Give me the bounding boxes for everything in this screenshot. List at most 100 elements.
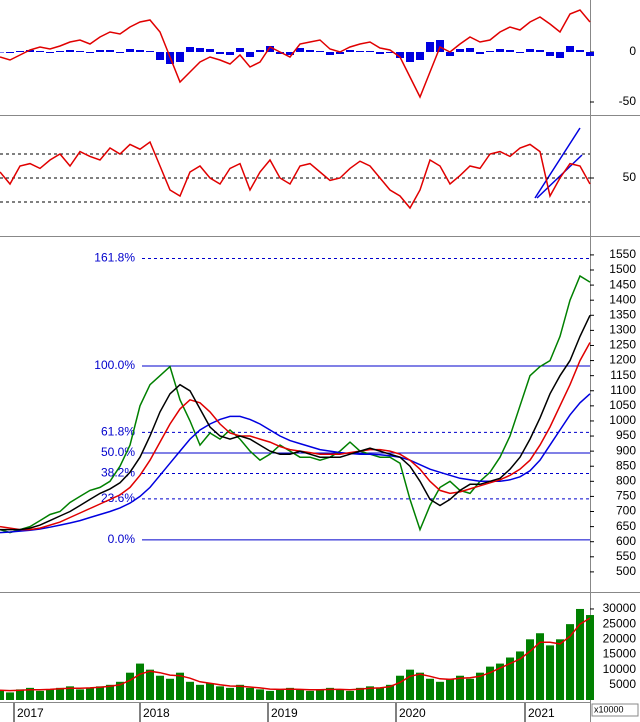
bar	[66, 50, 74, 52]
bar	[446, 52, 454, 56]
bar	[86, 687, 94, 700]
bar	[96, 50, 104, 52]
bar	[176, 672, 184, 700]
x-tick-label: 2018	[143, 706, 170, 720]
bar	[496, 49, 504, 52]
trend-line	[536, 154, 583, 199]
bar	[536, 633, 544, 700]
bar	[436, 40, 444, 52]
x-tick-label: 2021	[528, 706, 555, 720]
bar	[476, 672, 484, 700]
fib-label: 0.0%	[108, 532, 136, 546]
bar	[406, 669, 414, 700]
bar	[576, 608, 584, 700]
bar	[506, 657, 514, 700]
bar	[246, 52, 254, 57]
y-tick-label: 650	[616, 519, 636, 533]
bar	[416, 672, 424, 700]
bar	[576, 50, 584, 52]
y-tick-label: 1400	[609, 292, 636, 306]
bar	[556, 639, 564, 700]
bar	[86, 52, 94, 53]
bar	[256, 689, 264, 700]
bar	[216, 52, 224, 54]
bar	[26, 687, 34, 700]
bar	[6, 52, 14, 53]
bar	[316, 689, 324, 700]
bar	[566, 46, 574, 52]
bar	[486, 666, 494, 700]
y-tick-label: 1300	[609, 323, 636, 337]
bar	[566, 624, 574, 700]
bar	[136, 50, 144, 52]
bar	[396, 675, 404, 700]
bar	[366, 686, 374, 700]
y-tick-label: 700	[616, 504, 636, 518]
bar	[286, 687, 294, 700]
bar	[126, 672, 134, 700]
y-tick-label: 5000	[609, 677, 636, 691]
y-tick-label: 950	[616, 428, 636, 442]
y-tick-label: 850	[616, 458, 636, 472]
bar	[316, 51, 324, 52]
bar	[46, 689, 54, 700]
bar	[376, 52, 384, 54]
bar	[146, 51, 154, 52]
y-tick-label: 1200	[609, 353, 636, 367]
bar	[536, 50, 544, 52]
y-tick-label: 1250	[609, 338, 636, 352]
bar	[546, 645, 554, 700]
bar	[56, 51, 64, 52]
y-tick-label: 1100	[610, 383, 636, 397]
x-tick-label: 2020	[399, 706, 426, 720]
bar	[496, 663, 504, 700]
bar	[466, 678, 474, 700]
x-tick-label: 2019	[271, 706, 298, 720]
bar	[546, 52, 554, 56]
fib-label: 61.8%	[101, 425, 135, 439]
fib-label: 23.6%	[101, 491, 135, 505]
bar	[266, 46, 274, 52]
y-tick-label: 50	[623, 170, 637, 184]
bar	[116, 52, 124, 53]
y-tick-label: 25000	[603, 616, 637, 630]
bar	[6, 692, 14, 700]
y-tick-label: 1350	[609, 307, 636, 321]
trend-line	[534, 127, 581, 199]
y-tick-label: 600	[616, 534, 636, 548]
y-tick-label: 800	[616, 473, 636, 487]
bar	[356, 51, 364, 52]
bar	[226, 52, 234, 55]
bar	[346, 50, 354, 52]
bar	[336, 52, 344, 54]
bar	[56, 687, 64, 700]
bar	[296, 689, 304, 700]
bar	[276, 52, 284, 54]
bar	[586, 615, 594, 700]
unit-box	[591, 703, 639, 717]
bar	[366, 51, 374, 52]
bar	[296, 48, 304, 52]
bar	[36, 51, 44, 52]
bar	[76, 51, 84, 52]
bar	[386, 684, 394, 700]
bar	[416, 52, 424, 60]
bar	[426, 678, 434, 700]
y-tick-label: 1150	[610, 368, 636, 382]
bar	[266, 690, 274, 700]
y-tick-label: 15000	[603, 647, 637, 661]
bar	[16, 689, 24, 700]
bar	[106, 50, 114, 52]
bar	[476, 52, 484, 54]
y-tick-label: 1550	[609, 247, 636, 261]
bar	[406, 52, 414, 62]
bar	[446, 678, 454, 700]
bar	[166, 678, 174, 700]
bar	[176, 52, 184, 62]
bar	[126, 49, 134, 52]
y-tick-label: 550	[616, 549, 636, 563]
bar	[96, 686, 104, 700]
y-tick-label: 10000	[603, 662, 637, 676]
bar	[526, 49, 534, 52]
